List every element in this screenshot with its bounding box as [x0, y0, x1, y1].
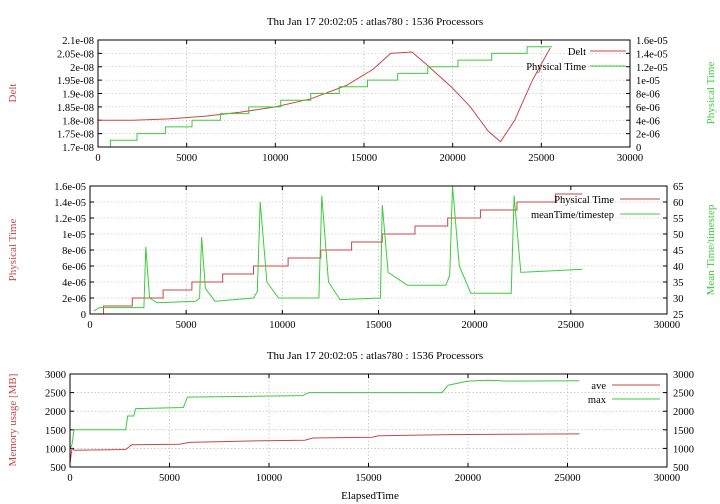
x-tick-label: 15000	[351, 153, 377, 164]
legend-label: Delt	[568, 47, 586, 58]
y-tick-label: 1.2e-05	[54, 214, 86, 225]
y2-tick-label: 6e-06	[636, 103, 660, 114]
x-tick-label: 10000	[269, 320, 295, 331]
legend-label: meanTime/timestep	[531, 210, 614, 221]
chart3-ylabel: Memory usage [MB]	[7, 374, 19, 467]
x-tick-label: 10000	[256, 473, 282, 484]
y-tick-label: 2500	[45, 389, 66, 400]
y-tick-label: 2e-06	[62, 294, 86, 305]
chart2-physical-time-mean-time: 0 5000 10000 15000 20000 25000 30000 0 2e-06 4e-0…	[54, 182, 683, 331]
y2-tick-label: 35	[673, 278, 684, 289]
y2-tick-label: 1000	[673, 444, 694, 455]
y-tick-label: 500	[50, 463, 66, 474]
series-line-max	[69, 379, 580, 449]
series-line-delt	[98, 47, 551, 143]
y2-tick-label: 40	[673, 262, 684, 273]
y2-tick-label: 0	[636, 143, 641, 154]
y-tick-label: 8e-06	[62, 246, 86, 257]
chart1-ylabel: Delt	[7, 84, 19, 103]
y2-tick-label: 1500	[673, 426, 694, 437]
y2-tick-label: 8e-06	[636, 90, 660, 101]
x-tick-label: 20000	[455, 473, 481, 484]
y2-tick-label: 3000	[673, 370, 694, 381]
y-tick-label: 1.7e-08	[62, 143, 94, 154]
x-tick-label: 20000	[440, 153, 466, 164]
y-tick-label: 2.05e-08	[57, 49, 94, 60]
x-tick-label: 15000	[365, 320, 391, 331]
y-tick-label: 4e-06	[62, 278, 86, 289]
y-tick-label: 1.85e-08	[57, 103, 94, 114]
y2-tick-label: 1.2e-05	[636, 63, 668, 74]
y2-tick-label: 4e-06	[636, 116, 660, 127]
legend-label: Physical Time	[554, 195, 614, 206]
y-tick-label: 1.8e-08	[62, 116, 94, 127]
plot-frame	[89, 185, 668, 315]
x-tick-label: 5000	[176, 153, 197, 164]
y2-tick-label: 500	[673, 463, 689, 474]
x-tick-label: 25000	[554, 473, 580, 484]
x-tick-label: 30000	[654, 473, 680, 484]
legend-label: ave	[591, 381, 606, 392]
x-tick-label: 5000	[159, 473, 180, 484]
y2-tick-label: 1.6e-05	[636, 36, 668, 47]
y2-tick-label: 25	[673, 310, 684, 321]
y2-tick-label: 1.4e-05	[636, 49, 668, 60]
y2-tick-label: 55	[673, 214, 684, 225]
x-tick-label: 25000	[528, 153, 554, 164]
y-tick-label: 6e-06	[62, 262, 86, 273]
y2-tick-label: 65	[673, 182, 684, 193]
x-tick-label: 0	[95, 153, 100, 164]
y2-tick-label: 45	[673, 246, 684, 257]
y2-tick-label: 50	[673, 230, 684, 241]
y-tick-label: 3000	[45, 370, 66, 381]
y-tick-label: 2000	[45, 407, 66, 418]
y2-tick-label: 2500	[673, 389, 694, 400]
chart3-memory-usage: 0 5000 10000 15000 20000 25000 300005001000150…	[45, 370, 694, 484]
y-tick-label: 1.4e-05	[54, 198, 86, 209]
y-tick-label: 1.75e-08	[57, 130, 94, 141]
y-tick-label: 2.1e-08	[62, 36, 94, 47]
legend-label: max	[588, 395, 607, 406]
x-tick-label: 10000	[262, 153, 288, 164]
y2-tick-label: 2000	[673, 407, 694, 418]
y-tick-label: 1000	[45, 444, 66, 455]
y-tick-label: 1.9e-08	[62, 90, 94, 101]
plot-frame	[69, 373, 668, 468]
y2-tick-label: 2e-06	[636, 130, 660, 141]
y-tick-label: 1.6e-05	[54, 182, 86, 193]
x-tick-label: 5000	[176, 320, 197, 331]
y2-tick-label: 60	[673, 198, 684, 209]
chart2-ylabel: Physical Time	[7, 219, 19, 282]
y-tick-label: 1.95e-08	[57, 76, 94, 87]
chart1-delt-physical-time: 0 5000 10000 15000 20000 25000 30000 1.7e-08 1.7…	[57, 36, 668, 164]
series-line-meantime-timestep	[93, 185, 583, 312]
y-tick-label: 1e-05	[62, 230, 86, 241]
legend-label: Physical Time	[526, 62, 586, 73]
series-line-physical-time	[109, 46, 552, 147]
chart2-y2label: Mean Time/timestep	[705, 204, 717, 295]
x-tick-label: 30000	[654, 320, 680, 331]
series-line-ave	[69, 433, 580, 464]
y-tick-label: 0	[81, 310, 86, 321]
chart3-xlabel: ElapsedTime	[341, 490, 399, 502]
plot-frame	[97, 39, 631, 148]
y-tick-label: 1500	[45, 426, 66, 437]
chart1-y2label: Physical Time	[705, 62, 717, 125]
x-tick-label: 25000	[558, 320, 584, 331]
series-line-physical-time	[103, 193, 583, 314]
x-tick-label: 0	[87, 320, 92, 331]
y-tick-label: 2e-08	[70, 63, 94, 74]
chart1-title: Thu Jan 17 20:02:05 : atlas780 : 1536 Pr…	[267, 16, 483, 28]
y2-tick-label: 30	[673, 294, 684, 305]
x-tick-label: 0	[67, 473, 72, 484]
x-tick-label: 30000	[617, 153, 643, 164]
x-tick-label: 20000	[462, 320, 488, 331]
y2-tick-label: 1e-05	[636, 76, 660, 87]
chart3-title: Thu Jan 17 20:02:05 : atlas780 : 1536 Pr…	[267, 350, 483, 362]
x-tick-label: 15000	[355, 473, 381, 484]
